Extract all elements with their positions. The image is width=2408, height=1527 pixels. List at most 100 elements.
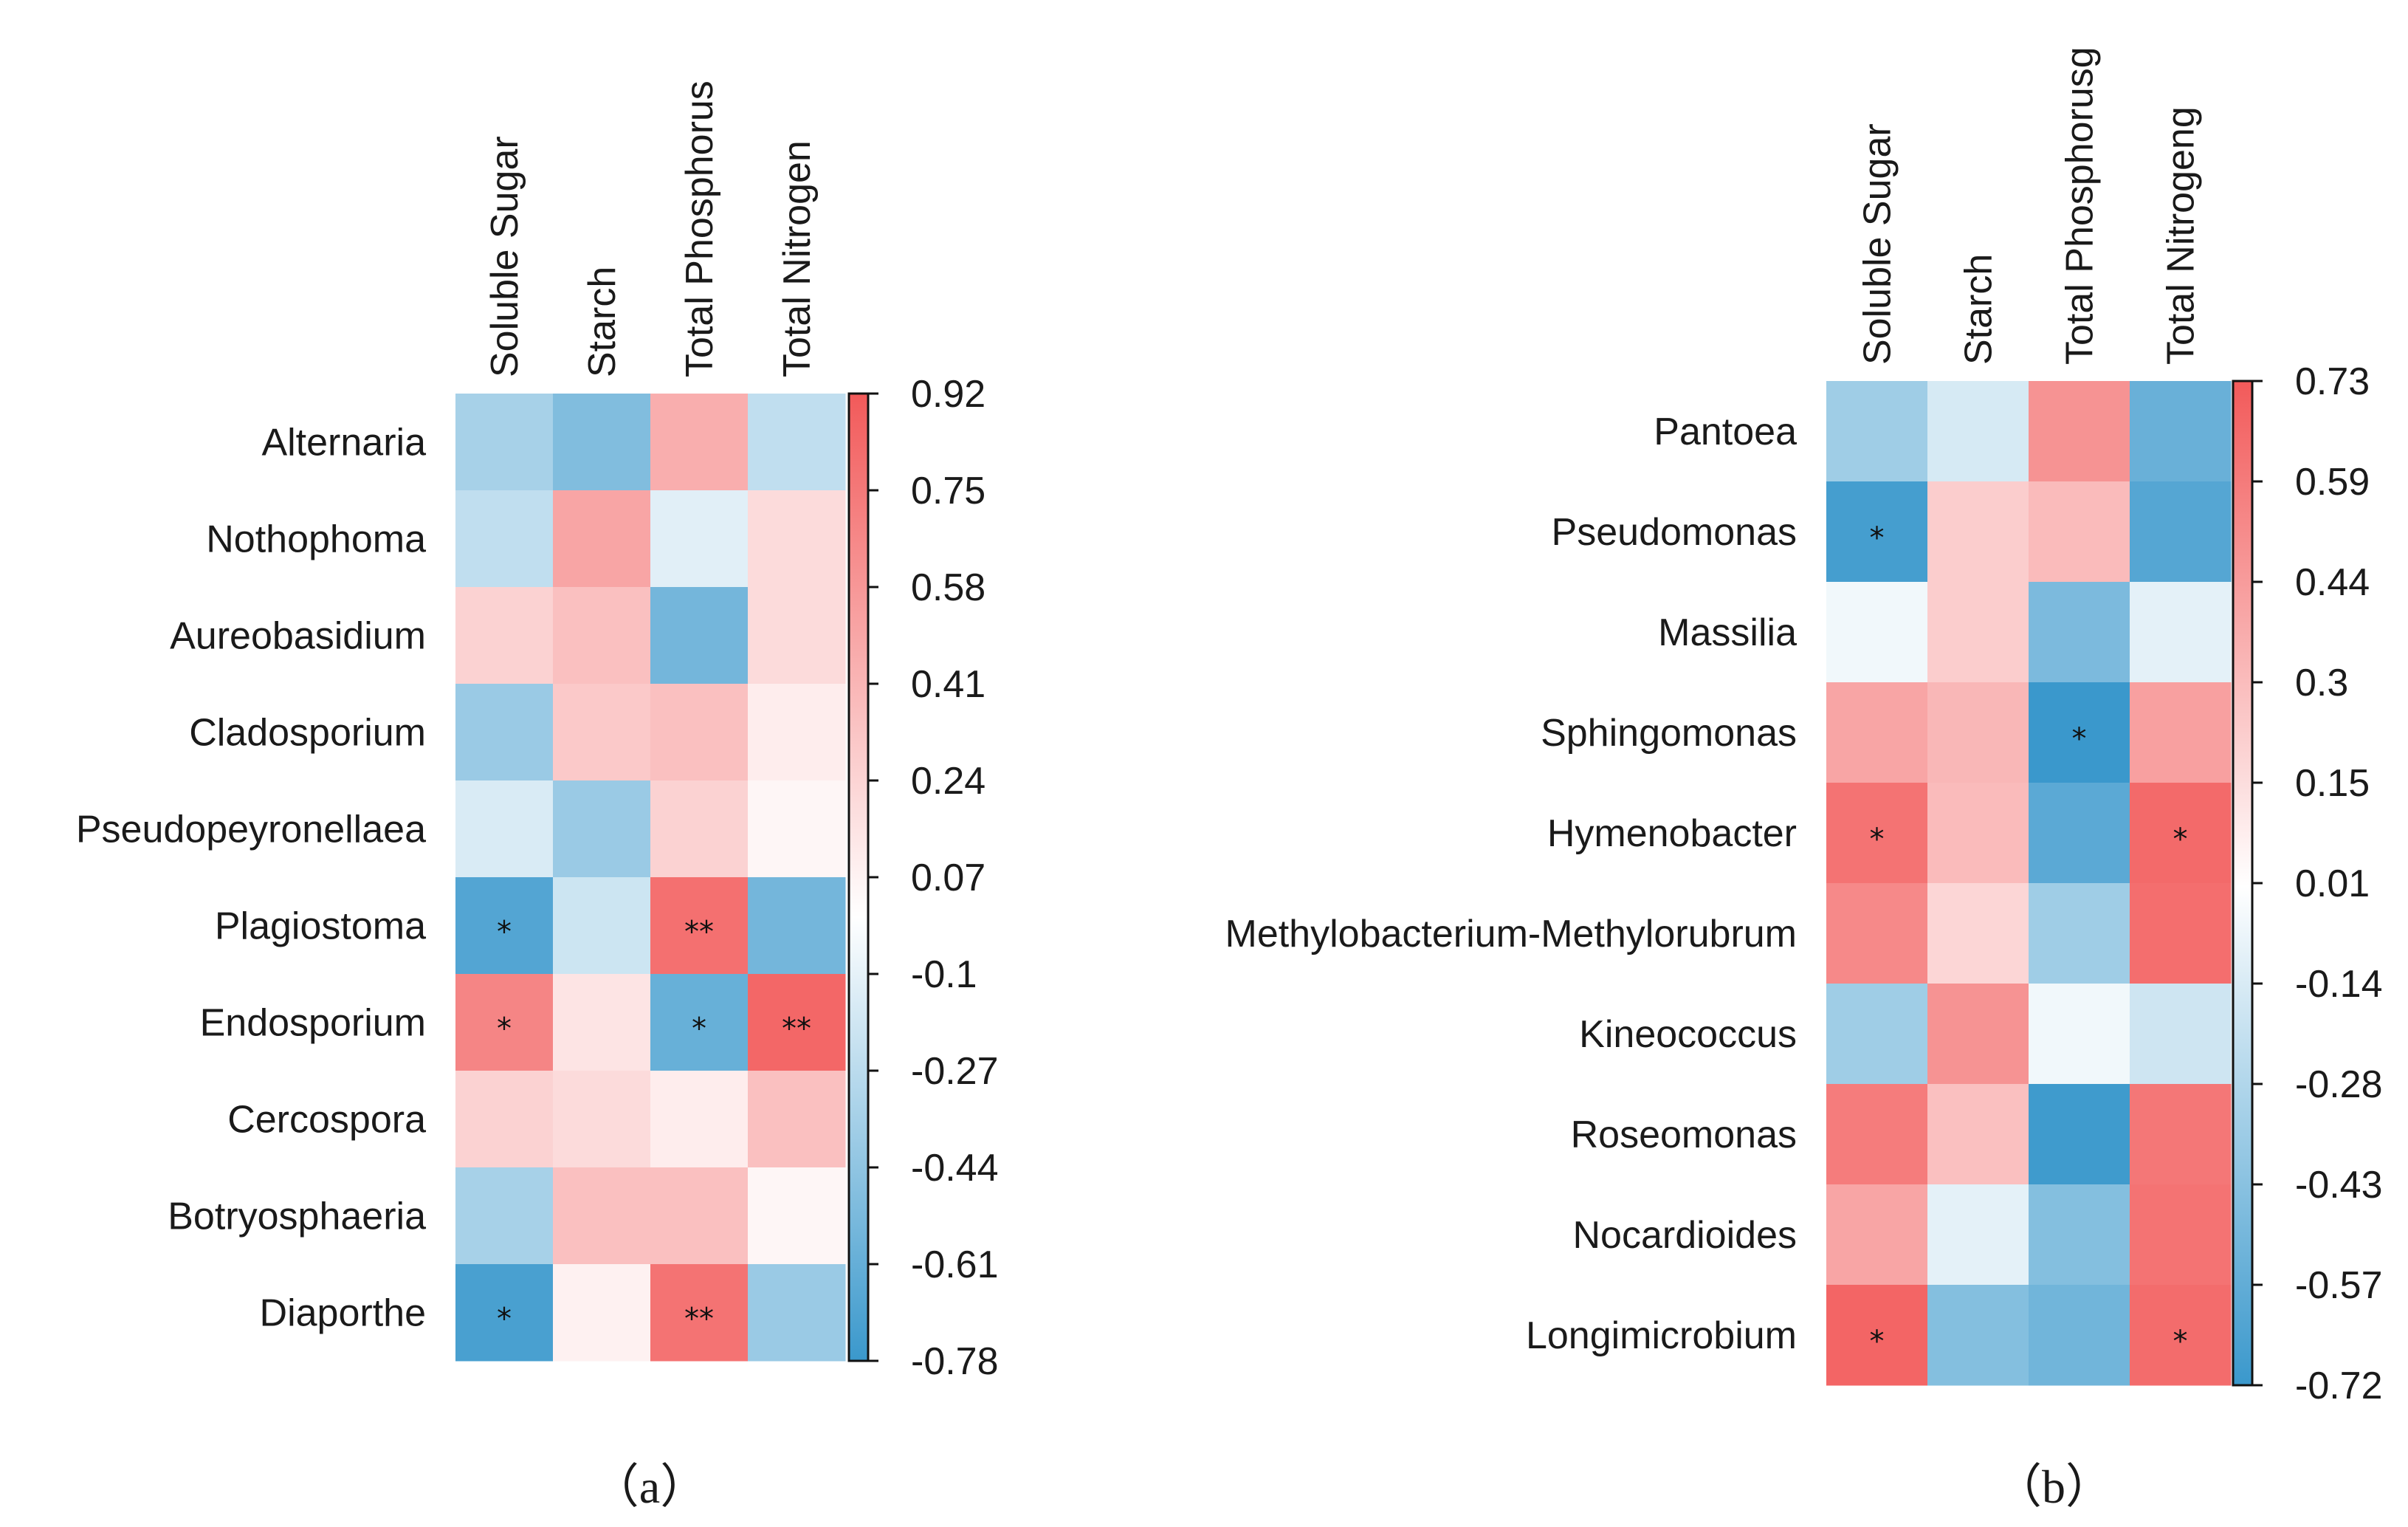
heatmap-cell: [1927, 381, 2029, 482]
heatmap-cell: [1826, 1285, 1928, 1386]
heatmap-cell: [1826, 381, 1928, 482]
heatmap-cell: [2130, 1084, 2232, 1185]
heatmap-cell: [650, 1264, 749, 1362]
colorbar-tick-label: 0.58: [911, 566, 985, 609]
row-label: Aureobasidium: [170, 615, 426, 658]
significance-marker: *: [497, 1303, 512, 1336]
heatmap-cell: [650, 684, 749, 781]
heatmap-cell: [2029, 381, 2130, 482]
heatmap-cell: [748, 587, 846, 684]
heatmap-cell: [748, 1071, 846, 1168]
colorbar-tick-label: -0.78: [911, 1340, 999, 1383]
colorbar-tick-label: 0.15: [2295, 762, 2370, 805]
heatmap-cell: [1927, 582, 2029, 683]
heatmap-cell: [1927, 1285, 2029, 1386]
row-label: Pantoea: [1654, 411, 1797, 453]
colorbar-tick-label: 0.07: [911, 857, 985, 899]
colorbar-tick-label: 0.73: [2295, 360, 2370, 403]
heatmap-cell: [650, 877, 749, 975]
column-label: Starch: [581, 267, 624, 377]
heatmap-cell: [2130, 582, 2232, 683]
heatmap-cell: [2029, 883, 2130, 984]
heatmap-cell: [553, 1264, 651, 1362]
significance-marker: *: [497, 1012, 512, 1046]
heatmap-cell: [553, 490, 651, 588]
heatmap-cell: [748, 490, 846, 588]
heatmap-cell: [748, 974, 846, 1071]
row-label: Kineococcus: [1579, 1013, 1797, 1056]
heatmap-cell: [748, 394, 846, 491]
row-label: Cercospora: [227, 1099, 426, 1142]
heatmap-panel-a: * *** * *** **AlternariaNothophomaAureobasid…: [76, 80, 999, 1513]
column-label: Total Nitrogeng: [2160, 106, 2203, 365]
row-label: Nothophoma: [206, 518, 426, 561]
colorbar-tick-label: 0.24: [911, 760, 985, 803]
heatmap-cell: [455, 394, 554, 491]
heatmap-cell: [2029, 1084, 2130, 1185]
row-label: Roseomonas: [1571, 1113, 1797, 1156]
heatmap-cell: [553, 1167, 651, 1265]
heatmap-cell: [455, 877, 554, 975]
heatmap-cell: [2029, 1285, 2130, 1386]
heatmap-cell: [748, 1167, 846, 1265]
row-label: Pseudomonas: [1552, 511, 1797, 554]
heatmap-cell: [1826, 682, 1928, 783]
column-label: Total Phosphorus: [678, 80, 721, 377]
heatmap-cell: [650, 1071, 749, 1168]
colorbar-tick-label: -0.1: [911, 953, 977, 996]
row-label: Sphingomonas: [1541, 712, 1797, 755]
heatmap-cell: [650, 974, 749, 1071]
heatmap-cell: [650, 1167, 749, 1265]
colorbar: [2232, 380, 2254, 1387]
heatmap-cell: [2130, 984, 2232, 1085]
heatmap-cell: [1826, 481, 1928, 583]
heatmap-panel-b: * * * * * * Pantoea Pseudomonas Massilia Sphingom…: [1225, 47, 2383, 1513]
colorbar-tick-label: -0.27: [911, 1050, 999, 1093]
heatmap-cell: [1927, 481, 2029, 583]
colorbar-tick-label: -0.43: [2295, 1164, 2383, 1207]
column-label: Soluble Sugar: [484, 136, 526, 377]
heatmap-cell: [2130, 481, 2232, 583]
heatmap-cell: [1826, 783, 1928, 884]
column-label: Starch: [1958, 254, 2001, 365]
heatmap-cell: [1826, 984, 1928, 1085]
heatmap-cell: [748, 684, 846, 781]
heatmap-cell: [553, 1071, 651, 1168]
heatmap-cell: [455, 780, 554, 878]
panel-caption: （b）: [1995, 1461, 2113, 1513]
heatmap-cell: [1927, 682, 2029, 783]
row-label: Massilia: [1658, 611, 1797, 654]
significance-marker: *: [2072, 722, 2087, 756]
significance-marker: *: [1870, 823, 1885, 857]
panel-caption: （a）: [592, 1461, 707, 1513]
heatmap-cell: [650, 394, 749, 491]
heatmap-cell: [2029, 984, 2130, 1085]
heatmap-cell: [2130, 883, 2232, 984]
heatmap-cell: [553, 780, 651, 878]
colorbar-tick-label: 0.01: [2295, 862, 2370, 905]
heatmap-cell: [2130, 1184, 2232, 1286]
colorbar-tick-label: 0.92: [911, 373, 985, 416]
heatmap-cell: [1927, 783, 2029, 884]
heatmap-cell: [650, 587, 749, 684]
heatmap-cell: [650, 490, 749, 588]
colorbar: [847, 392, 870, 1362]
colorbar-tick-label: 0.75: [911, 470, 985, 512]
heatmap-cell: [2029, 1184, 2130, 1286]
row-label: Methylobacterium-Methylorubrum: [1225, 913, 1798, 955]
colorbar-tick-label: -0.57: [2295, 1264, 2383, 1307]
significance-marker: *: [2173, 823, 2188, 857]
column-label: Total Nitrogen: [776, 140, 819, 377]
colorbar-tick-label: 0.3: [2295, 662, 2348, 704]
heatmap-cell: [748, 877, 846, 975]
heatmap-cell: [455, 974, 554, 1071]
row-label: Botryosphaeria: [168, 1195, 426, 1238]
heatmap-cell: [553, 587, 651, 684]
colorbar-tick-label: 0.41: [911, 663, 985, 706]
row-label: Plagiostoma: [215, 905, 426, 948]
heatmap-cell: [2029, 582, 2130, 683]
heatmap-cell: [2029, 481, 2130, 583]
heatmap-cell: [1927, 1184, 2029, 1286]
heatmap-cell: [553, 877, 651, 975]
